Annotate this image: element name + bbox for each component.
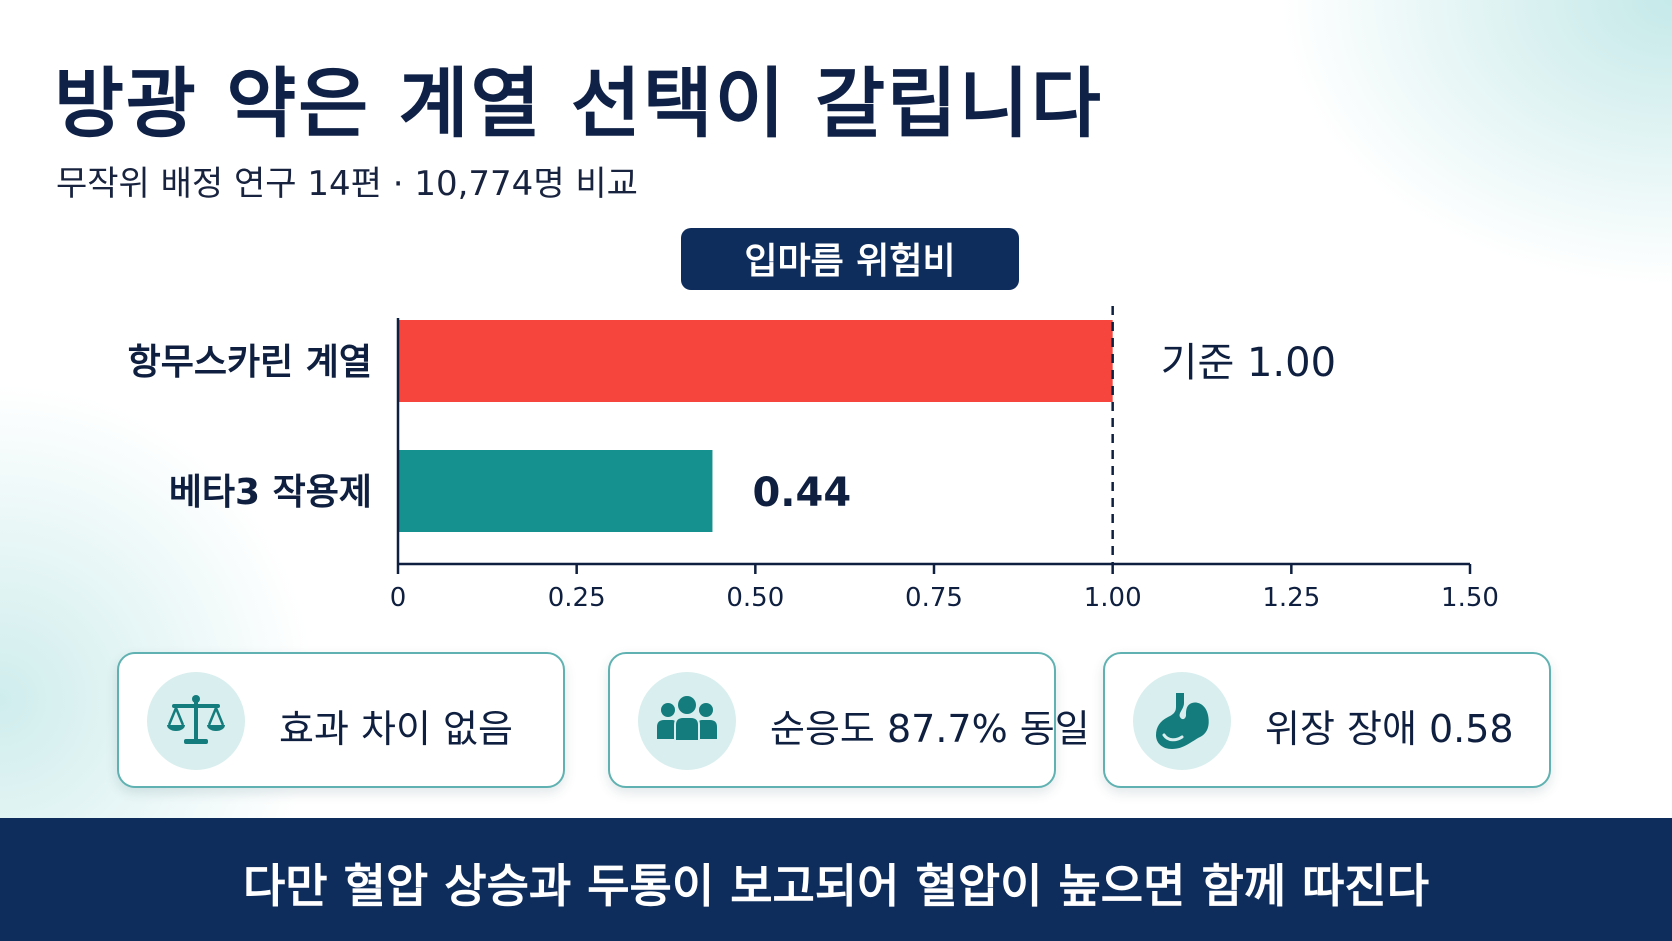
value-label-1: 기준 1.00	[1161, 340, 1336, 386]
stomach-icon-circle	[1133, 672, 1231, 770]
x-tick-label: 0.75	[905, 583, 963, 613]
x-tick-label: 0.25	[548, 583, 606, 613]
page-subtitle: 무작위 배정 연구 14편 · 10,774명 비교	[56, 164, 638, 204]
bar-2	[398, 450, 713, 532]
card-efficacy: 효과 차이 없음	[117, 652, 565, 788]
balance-scale-icon	[167, 695, 225, 744]
bottom-banner: 다만 혈압 상승과 두통이 보고되어 혈압이 높으면 함께 따진다	[0, 818, 1672, 941]
risk-ratio-chart: 입마름 위험비 항무스카린 계열 기준 1.00 베타3 작용제 0.44 0 0.25…	[128, 228, 1499, 613]
card-efficacy-label: 효과 차이 없음	[279, 707, 513, 751]
card-gi-disorder-label: 위장 장애 0.58	[1265, 707, 1514, 751]
bottom-banner-text: 다만 혈압 상승과 두통이 보고되어 혈압이 높으면 함께 따진다	[242, 859, 1430, 913]
x-tick-label: 0	[390, 583, 407, 613]
value-label-2: 0.44	[752, 470, 851, 516]
x-tick-label: 1.25	[1262, 583, 1320, 613]
card-adherence: 순응도 87.7% 동일	[608, 652, 1090, 788]
chart-title-badge	[681, 228, 1019, 290]
balance-scale-icon-circle	[147, 672, 245, 770]
chart-title: 입마름 위험비	[744, 241, 955, 282]
page-title: 방광 약은 계열 선택이 갈립니다	[54, 59, 1103, 148]
stomach-icon	[1156, 693, 1209, 749]
x-tick-label: 0.50	[726, 583, 784, 613]
card-gi-disorder: 위장 장애 0.58	[1103, 652, 1551, 788]
category-label-2: 베타3 작용제	[169, 472, 372, 513]
people-group-icon	[657, 696, 717, 742]
card-adherence-label: 순응도 87.7% 동일	[770, 707, 1090, 751]
x-tick-label: 1.50	[1441, 583, 1499, 613]
x-tick-label: 1.00	[1084, 583, 1142, 613]
people-group-icon-circle	[638, 672, 736, 770]
category-label-1: 항무스카린 계열	[128, 342, 372, 383]
bar-1	[398, 320, 1113, 402]
